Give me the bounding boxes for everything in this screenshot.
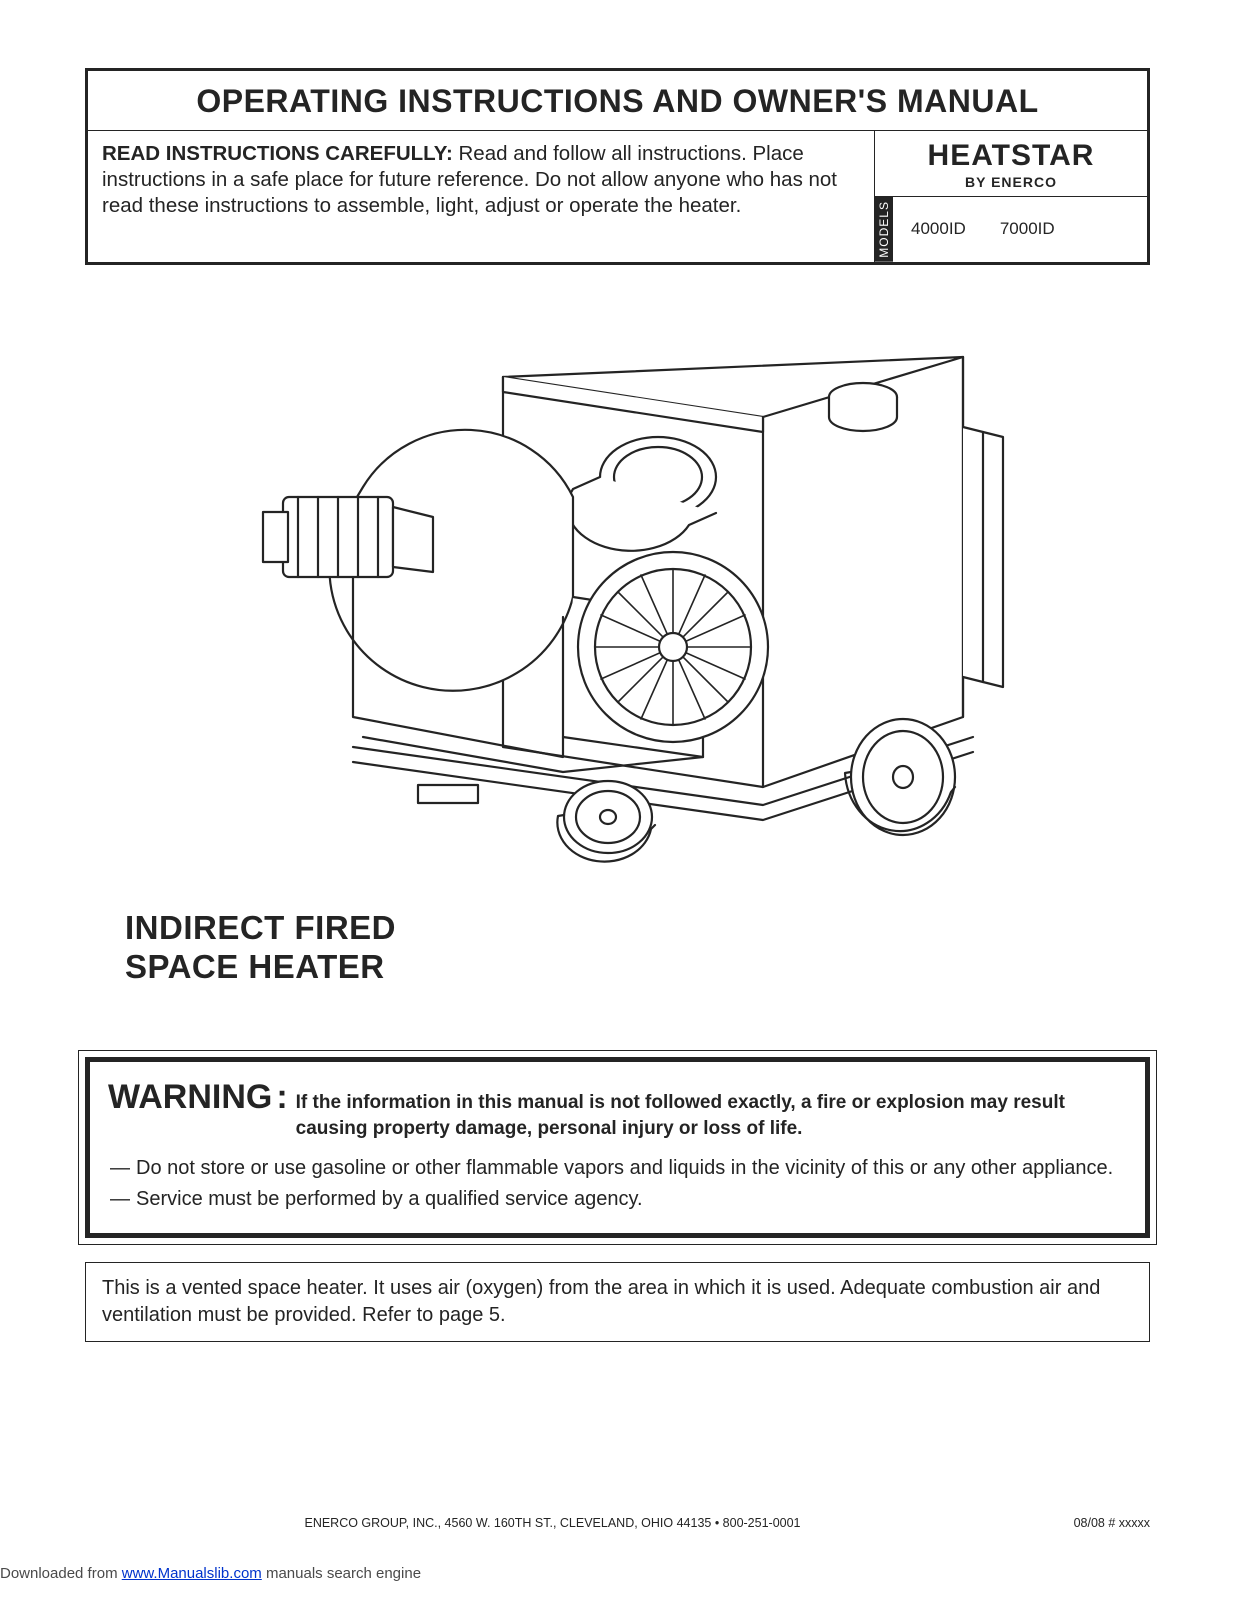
warning-item-2: Service must be performed by a qualified… bbox=[136, 1186, 1127, 1213]
brand-byline: BY ENERCO bbox=[881, 174, 1141, 190]
warning-bold-text: If the information in this manual is not… bbox=[296, 1090, 1127, 1141]
product-title-line2: SPACE HEATER bbox=[125, 948, 385, 985]
warning-label: WARNING bbox=[108, 1078, 272, 1117]
warning-box: WARNING: If the information in this manu… bbox=[85, 1057, 1150, 1238]
read-instructions-text: READ INSTRUCTIONS CAREFULLY: Read and fo… bbox=[88, 131, 875, 262]
warning-colon: : bbox=[276, 1078, 287, 1117]
models-label: MODELS bbox=[875, 197, 893, 262]
download-link[interactable]: www.Manualslib.com bbox=[122, 1565, 262, 1582]
model-1: 4000ID bbox=[911, 219, 966, 239]
product-title-line1: INDIRECT FIRED bbox=[125, 909, 396, 946]
download-suffix: manuals search engine bbox=[262, 1565, 421, 1582]
product-title: INDIRECT FIRED SPACE HEATER bbox=[125, 908, 1150, 987]
footer-rev: 08/08 # xxxxx bbox=[1020, 1516, 1150, 1530]
vent-note-box: This is a vented space heater. It uses a… bbox=[85, 1262, 1150, 1342]
footer-company: ENERCO GROUP, INC., 4560 W. 160TH ST., C… bbox=[85, 1516, 1020, 1530]
models-row: MODELS 4000ID 7000ID bbox=[875, 197, 1147, 262]
brand-name: HEATSTAR bbox=[881, 139, 1141, 173]
footer: ENERCO GROUP, INC., 4560 W. 160TH ST., C… bbox=[85, 1516, 1150, 1530]
model-2: 7000ID bbox=[1000, 219, 1055, 239]
read-instructions-bold: READ INSTRUCTIONS CAREFULLY: bbox=[102, 142, 453, 165]
warning-item-1: Do not store or use gasoline or other fl… bbox=[136, 1155, 1127, 1182]
download-prefix: Downloaded from bbox=[0, 1565, 122, 1582]
vent-note-text: This is a vented space heater. It uses a… bbox=[102, 1277, 1100, 1326]
manual-title: OPERATING INSTRUCTIONS AND OWNER'S MANUA… bbox=[88, 71, 1147, 131]
brand-box: HEATSTAR BY ENERCO bbox=[875, 131, 1147, 197]
product-illustration bbox=[85, 317, 1150, 882]
warning-list: —Do not store or use gasoline or other f… bbox=[108, 1155, 1127, 1213]
header-box: OPERATING INSTRUCTIONS AND OWNER'S MANUA… bbox=[85, 68, 1150, 265]
models-list: 4000ID 7000ID bbox=[893, 197, 1147, 262]
download-source-note: Downloaded from www.Manualslib.com manua… bbox=[0, 1565, 421, 1582]
